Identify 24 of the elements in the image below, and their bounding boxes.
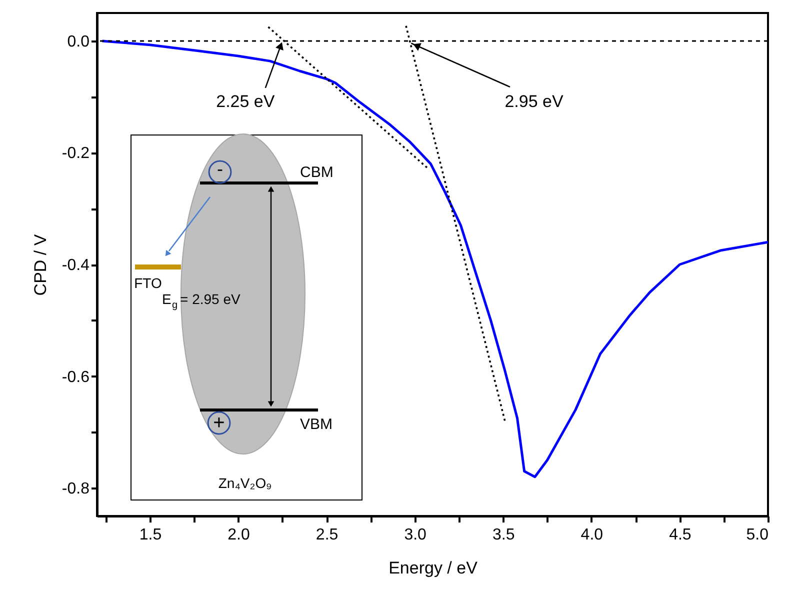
annotation: 2.25 eV <box>216 92 276 111</box>
y-tick-label: -0.6 <box>62 368 90 386</box>
annotation: 2.95 eV <box>504 92 564 111</box>
x-tick-label: 1.5 <box>139 526 162 544</box>
x-tick-label: 2.0 <box>228 526 250 544</box>
x-tick-label: 2.5 <box>316 526 338 544</box>
x-tick-label: 3.5 <box>492 526 515 544</box>
annotation: + <box>213 412 225 434</box>
annotation: FTO <box>134 275 162 291</box>
y-tick-label: 0.0 <box>67 33 90 50</box>
y-tick-label: -0.8 <box>62 480 90 498</box>
line-series <box>101 40 770 478</box>
x-tick-label: 3.0 <box>404 526 427 544</box>
annotation: - <box>217 159 223 179</box>
x-tick-label: 4.0 <box>580 526 604 544</box>
y-axis-title: CPD / V <box>30 234 50 296</box>
annotation: Zn₄V₂O₉ <box>218 475 272 491</box>
x-axis-title: Energy / eV <box>388 558 478 578</box>
x-tick-label: 4.5 <box>669 526 692 544</box>
annotation: VBM <box>300 416 333 433</box>
y-tick-label: -0.4 <box>62 257 90 274</box>
annotation: CBM <box>300 164 334 181</box>
x-tick-label: 5.0 <box>746 526 769 544</box>
y-tick-label: -0.2 <box>62 145 90 162</box>
